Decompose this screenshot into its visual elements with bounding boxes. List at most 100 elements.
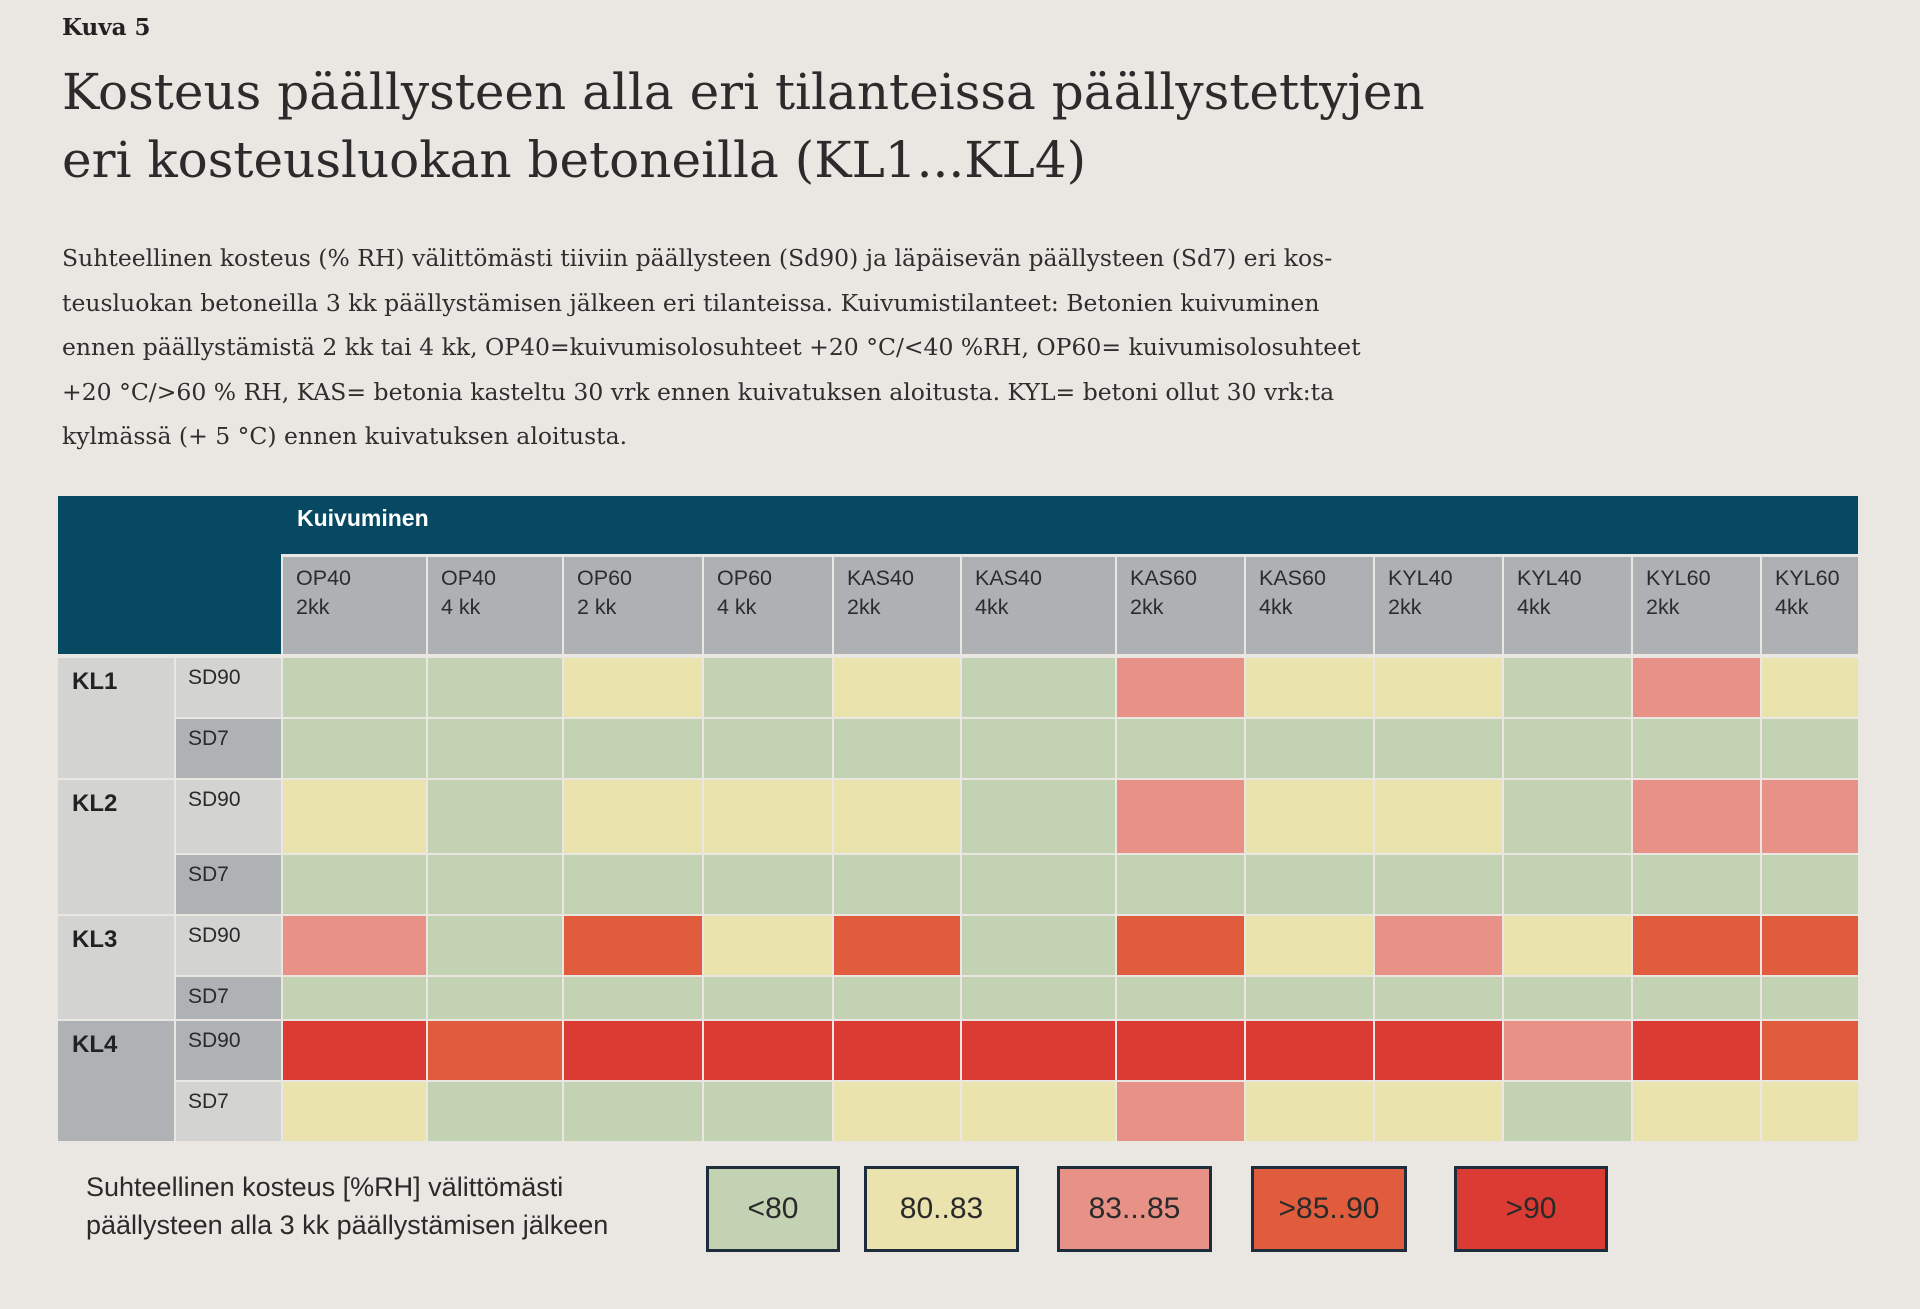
heatmap-cell — [1375, 1021, 1502, 1080]
heatmap-cell — [704, 916, 832, 975]
heatmap-cell — [962, 1021, 1115, 1080]
row-group-label-cell — [58, 916, 174, 1019]
heatmap-cell — [1246, 1021, 1373, 1080]
heatmap-cell — [704, 1082, 832, 1141]
heatmap-cell — [428, 855, 562, 914]
heatmap-cell — [1246, 977, 1373, 1019]
heatmap-cell — [564, 855, 702, 914]
heatmap-cell — [283, 916, 426, 975]
row-group-label: KL3 — [72, 926, 118, 953]
heatmap-cell — [1504, 855, 1631, 914]
heatmap-cell — [834, 916, 960, 975]
heatmap-cell — [704, 855, 832, 914]
heatmap-cell — [1504, 1021, 1631, 1080]
heatmap-cell — [834, 977, 960, 1019]
row-label-cell — [176, 916, 281, 975]
column-header-label: KYL60 4kk — [1775, 566, 1840, 619]
legend-swatch: 80..83 — [864, 1166, 1019, 1252]
heatmap-cell — [428, 916, 562, 975]
legend-title: Suhteellinen kosteus [%RH] välittömästi … — [86, 1168, 608, 1244]
heatmap-cell — [283, 977, 426, 1019]
column-header-label: OP40 2kk — [296, 566, 351, 619]
heatmap-cell — [1375, 977, 1502, 1019]
column-header-label: OP40 4 kk — [441, 566, 496, 619]
heatmap-cell — [428, 780, 562, 853]
heatmap-cell — [283, 658, 426, 717]
heatmap-cell — [962, 719, 1115, 778]
heatmap-cell — [1246, 855, 1373, 914]
heatmap-cell — [1762, 719, 1858, 778]
column-header — [1504, 557, 1631, 654]
description-line: Suhteellinen kosteus (% RH) välittömästi… — [62, 244, 1333, 272]
title-line: eri kosteusluokan betoneilla (KL1...KL4) — [62, 131, 1087, 189]
heatmap-cell — [1633, 977, 1760, 1019]
column-header-label: KAS60 2kk — [1130, 566, 1197, 619]
heatmap-cell — [1117, 780, 1244, 853]
row-group-label: KL4 — [72, 1031, 118, 1058]
figure-label: Kuva 5 — [62, 14, 151, 41]
column-header — [1633, 557, 1760, 654]
heatmap-cell — [1117, 1021, 1244, 1080]
heatmap-cell — [704, 1021, 832, 1080]
heatmap-cell — [704, 977, 832, 1019]
column-header — [1762, 557, 1858, 654]
heatmap-cell — [704, 658, 832, 717]
column-header — [1117, 557, 1244, 654]
heatmap-cell — [1375, 719, 1502, 778]
row-label-cell — [176, 855, 281, 914]
heatmap-cell — [1246, 658, 1373, 717]
heatmap-cell — [962, 855, 1115, 914]
row-label: SD7 — [188, 1090, 229, 1113]
figure-description: Suhteellinen kosteus (% RH) välittömästi… — [62, 236, 1382, 459]
legend-swatch: >85..90 — [1251, 1166, 1407, 1252]
heatmap-cell — [1504, 916, 1631, 975]
description-line: kylmässä (+ 5 °C) ennen kuivatuksen aloi… — [62, 422, 628, 450]
heatmap-cell — [962, 916, 1115, 975]
heatmap-cell — [1762, 916, 1858, 975]
heatmap-cell — [834, 780, 960, 853]
row-label: SD7 — [188, 727, 229, 750]
heatmap-cell — [1246, 1082, 1373, 1141]
row-label: SD7 — [188, 985, 229, 1008]
column-header — [1246, 557, 1373, 654]
row-label-cell — [176, 719, 281, 778]
column-header-label: KAS60 4kk — [1259, 566, 1326, 619]
heatmap-cell — [1762, 855, 1858, 914]
row-group-label-cell — [58, 780, 174, 914]
heatmap-cell — [962, 780, 1115, 853]
heatmap-cell — [283, 1082, 426, 1141]
row-label: SD7 — [188, 863, 229, 886]
heatmap-cell — [962, 658, 1115, 717]
heatmap-cell — [1117, 977, 1244, 1019]
heatmap-cell — [283, 855, 426, 914]
heatmap-cell — [428, 1021, 562, 1080]
heatmap-cell — [1117, 658, 1244, 717]
column-header — [704, 557, 832, 654]
heatmap-cell — [1504, 780, 1631, 853]
heatmap-cell — [1117, 916, 1244, 975]
heatmap-cell — [1375, 780, 1502, 853]
legend-swatch: <80 — [706, 1166, 840, 1252]
heatmap-cell — [1246, 719, 1373, 778]
column-header — [428, 557, 562, 654]
column-group-label: Kuivuminen — [297, 505, 429, 531]
heatmap-cell — [1633, 1082, 1760, 1141]
column-header-label: KYL40 2kk — [1388, 566, 1453, 619]
heatmap-cell — [1504, 1082, 1631, 1141]
heatmap-cell — [1375, 1082, 1502, 1141]
legend-swatch: >90 — [1454, 1166, 1608, 1252]
heatmap-cell — [704, 780, 832, 853]
heatmap-cell — [564, 1082, 702, 1141]
row-label-cell — [176, 658, 281, 717]
heatmap-cell — [1246, 916, 1373, 975]
column-header-label: KAS40 4kk — [975, 566, 1042, 619]
heatmap-cell — [1375, 658, 1502, 717]
row-label: SD90 — [188, 788, 241, 811]
heatmap-cell — [564, 780, 702, 853]
heatmap-cell — [1504, 977, 1631, 1019]
heatmap-cell — [564, 916, 702, 975]
figure-title: Kosteus päällysteen alla eri tilanteissa… — [62, 58, 1425, 194]
heatmap-cell — [283, 1021, 426, 1080]
heatmap-cell — [283, 719, 426, 778]
